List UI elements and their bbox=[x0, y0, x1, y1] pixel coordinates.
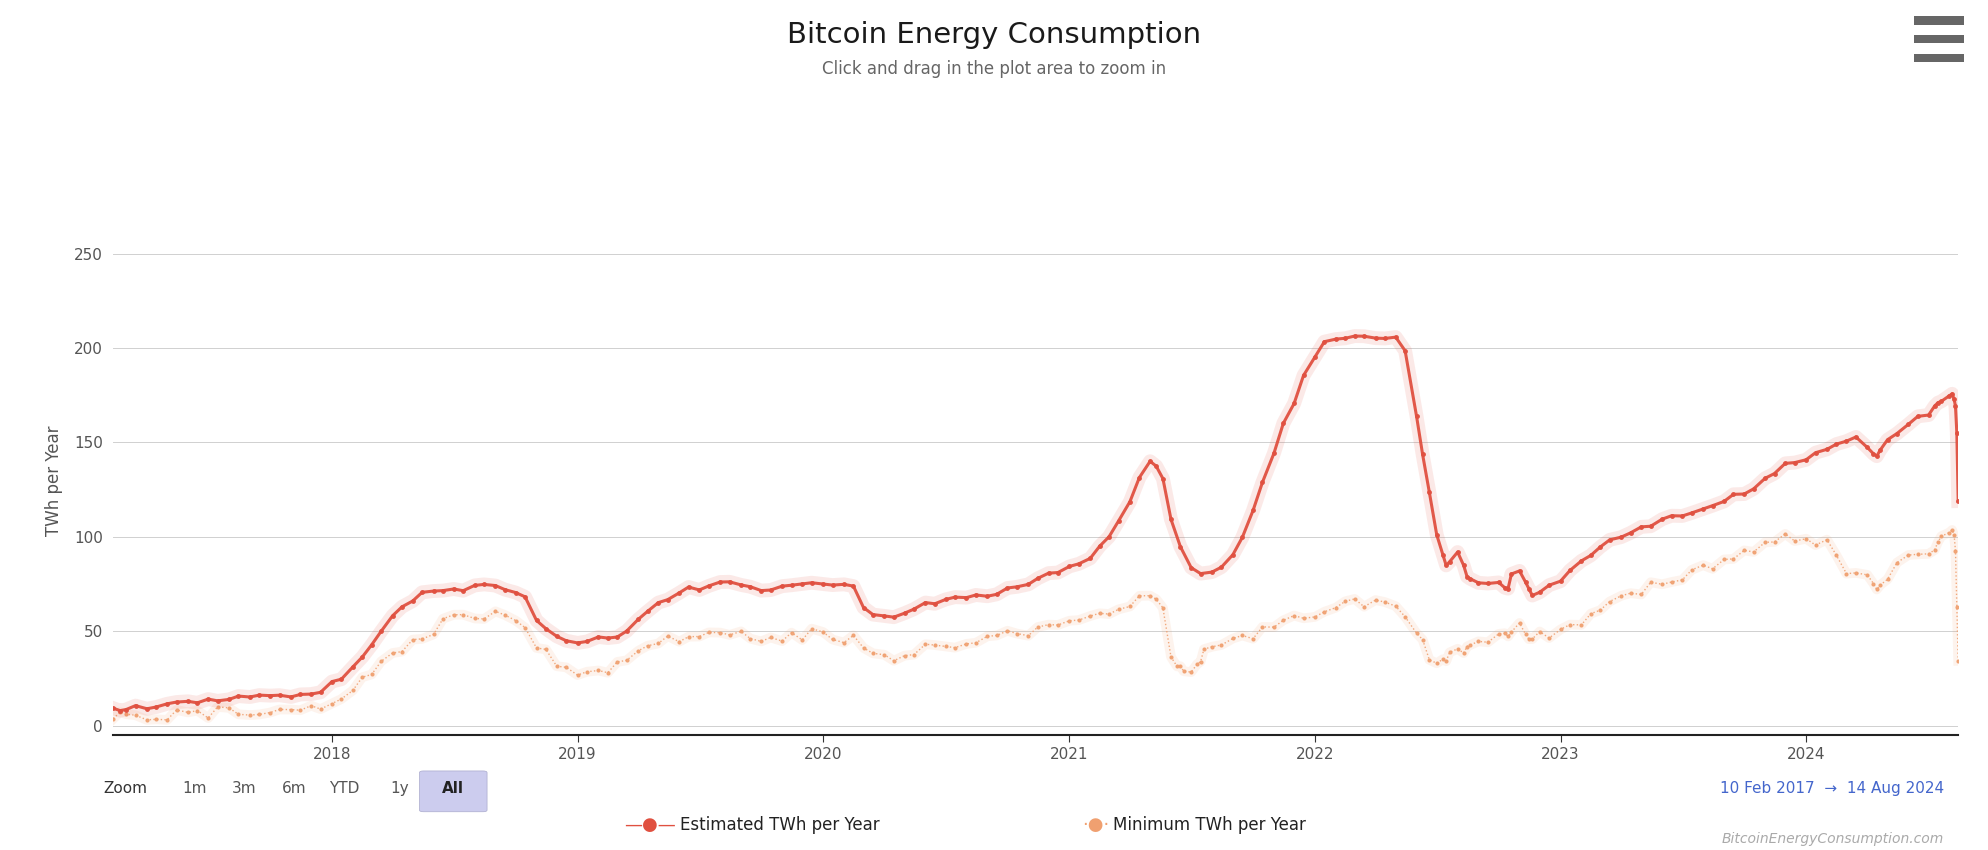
Text: Zoom: Zoom bbox=[103, 781, 147, 796]
Text: All: All bbox=[441, 781, 465, 796]
Text: —●—: —●— bbox=[624, 815, 676, 834]
Text: 6m: 6m bbox=[282, 781, 306, 796]
Text: 10 Feb 2017  →  14 Aug 2024: 10 Feb 2017 → 14 Aug 2024 bbox=[1720, 781, 1944, 796]
Text: Minimum TWh per Year: Minimum TWh per Year bbox=[1113, 815, 1306, 834]
Text: Bitcoin Energy Consumption: Bitcoin Energy Consumption bbox=[787, 21, 1201, 49]
Text: 1y: 1y bbox=[390, 781, 410, 796]
Text: 3m: 3m bbox=[233, 781, 256, 796]
Text: YTD: YTD bbox=[328, 781, 360, 796]
Text: Click and drag in the plot area to zoom in: Click and drag in the plot area to zoom … bbox=[821, 60, 1167, 77]
Text: BitcoinEnergyConsumption.com: BitcoinEnergyConsumption.com bbox=[1722, 832, 1944, 846]
Text: ·●·: ·●· bbox=[1081, 815, 1109, 834]
Y-axis label: TWh per Year: TWh per Year bbox=[46, 425, 64, 536]
Text: 1m: 1m bbox=[183, 781, 207, 796]
Text: Estimated TWh per Year: Estimated TWh per Year bbox=[680, 815, 879, 834]
